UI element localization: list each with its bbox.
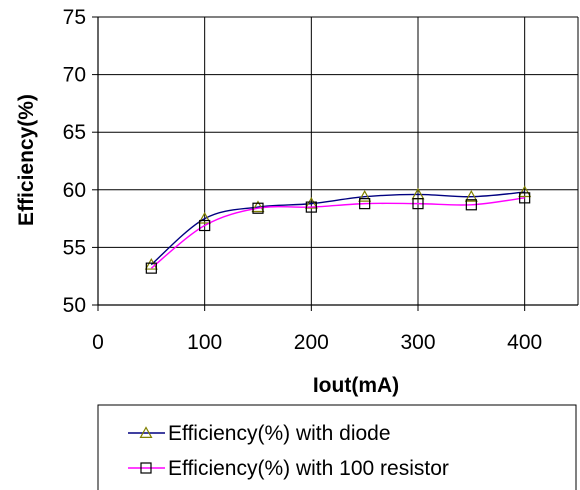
plot-background bbox=[98, 17, 578, 305]
chart-marks bbox=[144, 185, 532, 274]
x-tick-label: 300 bbox=[400, 331, 435, 354]
y-tick-label: 55 bbox=[63, 236, 86, 259]
data-point-series-1 bbox=[251, 200, 265, 213]
data-point-series-2 bbox=[465, 199, 477, 211]
legend-label-1: Efficiency(%) with diode bbox=[168, 422, 391, 445]
data-point-series-1 bbox=[198, 211, 212, 224]
y-tick-label: 60 bbox=[63, 179, 86, 202]
legend: Efficiency(%) with diode Efficiency(%) wi… bbox=[97, 404, 577, 490]
legend-label-2: Efficiency(%) with 100 resistor bbox=[168, 457, 449, 480]
data-point-series-2 bbox=[305, 201, 317, 213]
y-tick-label: 75 bbox=[63, 6, 86, 29]
data-point-series-2 bbox=[519, 192, 531, 204]
data-point-series-2 bbox=[145, 262, 157, 274]
data-point-series-1 bbox=[518, 185, 532, 198]
y-axis-title: Efficiency(%) bbox=[15, 94, 38, 226]
x-axis-title: Iout(mA) bbox=[313, 374, 399, 397]
data-point-series-1 bbox=[144, 257, 158, 270]
x-tick-label: 100 bbox=[187, 331, 222, 354]
legend-marker-2 bbox=[140, 462, 152, 474]
legend-box bbox=[97, 404, 577, 490]
data-point-series-2 bbox=[199, 219, 211, 232]
data-point-series-2 bbox=[359, 198, 371, 210]
y-tick-label: 70 bbox=[63, 64, 86, 87]
x-tick-label: 400 bbox=[507, 331, 542, 354]
x-tick-labels: 0 100 200 300 400 bbox=[92, 331, 542, 354]
data-point-series-2 bbox=[252, 202, 264, 214]
data-point-series-1 bbox=[304, 196, 318, 209]
y-tick-labels: 50 55 60 65 70 75 bbox=[63, 6, 86, 317]
data-point-series-1 bbox=[464, 189, 478, 202]
series-line-1 bbox=[150, 191, 525, 266]
legend-marker-1 bbox=[139, 426, 153, 438]
y-tick-label: 50 bbox=[63, 294, 86, 317]
x-tick-label: 0 bbox=[92, 331, 104, 354]
data-point-series-2 bbox=[412, 198, 424, 210]
x-tick-label: 200 bbox=[294, 331, 329, 354]
plot-area bbox=[92, 16, 579, 311]
y-tick-label: 65 bbox=[63, 121, 86, 144]
data-point-series-1 bbox=[358, 189, 372, 202]
